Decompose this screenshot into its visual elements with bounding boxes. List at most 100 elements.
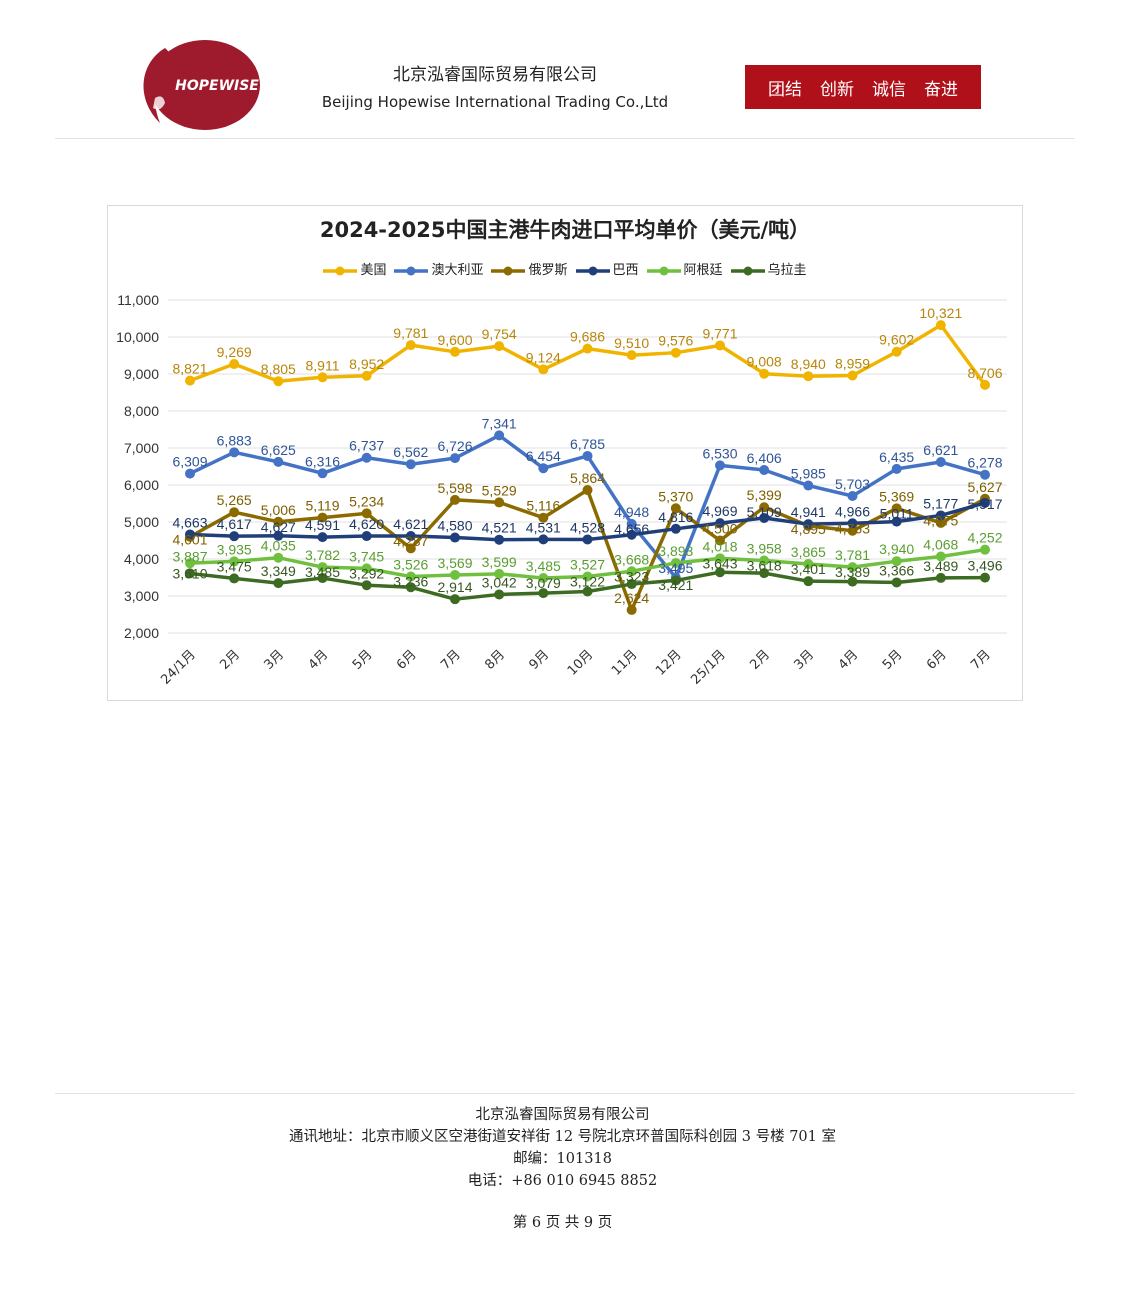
data-point	[626, 579, 637, 590]
data-label: 2,624	[614, 590, 649, 606]
data-point	[582, 571, 593, 582]
data-point	[273, 456, 284, 467]
data-label: 6,278	[967, 455, 1002, 471]
data-label: 10,321	[919, 305, 962, 321]
data-label: 3,893	[658, 543, 693, 559]
data-label: 3,935	[217, 541, 252, 557]
data-point	[538, 588, 549, 599]
data-label: 9,781	[393, 325, 428, 341]
data-label: 6,737	[349, 438, 384, 454]
data-label: 4,941	[791, 504, 826, 520]
y-tick-label: 8,000	[124, 403, 159, 419]
data-label: 4,948	[614, 504, 649, 520]
data-label: 4,621	[393, 516, 428, 532]
x-tick-label: 2月	[217, 647, 243, 673]
data-point	[450, 532, 460, 543]
data-label: 3,782	[305, 547, 340, 563]
y-tick-label: 11,000	[117, 292, 159, 308]
data-label: 3,496	[967, 558, 1002, 574]
legend-item: 美国	[323, 263, 386, 279]
x-tick-label: 4月	[306, 647, 332, 673]
data-label: 5,370	[658, 488, 693, 504]
data-label: 4,528	[570, 519, 605, 535]
data-label: 4,969	[702, 503, 737, 519]
data-point	[626, 350, 637, 361]
data-label: 5,598	[437, 480, 472, 496]
data-point	[229, 507, 240, 518]
footer-postcode: 邮编：101318	[513, 1151, 612, 1167]
y-tick-label: 7,000	[124, 440, 159, 456]
legend-label: 澳大利亚	[431, 263, 484, 278]
data-point	[361, 563, 372, 574]
x-tick-label: 5月	[350, 647, 376, 673]
data-point	[361, 508, 372, 519]
data-point	[494, 430, 505, 441]
data-point	[670, 503, 681, 514]
x-tick-label: 24/1月	[158, 647, 198, 687]
data-point	[450, 494, 460, 505]
data-point	[626, 518, 637, 529]
data-label: 6,562	[393, 444, 428, 460]
data-point	[980, 497, 990, 508]
x-tick-label: 5月	[880, 647, 906, 673]
data-label: 4,975	[923, 512, 958, 528]
data-point	[185, 375, 195, 386]
x-tick-label: 10月	[565, 647, 596, 678]
data-label: 3,527	[570, 557, 605, 573]
slogan-banner: 团结 创新 诚信 奋进	[745, 65, 981, 109]
data-label: 5,234	[349, 493, 384, 509]
data-label: 3,366	[879, 562, 914, 578]
svg-text:HOPEWISE: HOPEWISE	[175, 78, 259, 94]
data-point	[759, 568, 770, 579]
data-point	[361, 531, 372, 542]
data-label: 4,966	[835, 503, 870, 519]
data-point	[450, 569, 460, 580]
data-point	[626, 529, 637, 540]
page-number: 第 6 页 共 9 页	[512, 1215, 613, 1231]
data-point	[670, 575, 681, 586]
data-point	[759, 555, 770, 566]
legend-marker-icon	[491, 266, 526, 276]
data-point	[229, 531, 240, 542]
data-label: 4,601	[172, 531, 207, 547]
data-label: 4,895	[791, 521, 826, 537]
data-point	[185, 468, 195, 479]
data-label: 5,177	[923, 495, 958, 511]
legend-item: 澳大利亚	[394, 263, 483, 279]
data-label: 3,323	[614, 568, 649, 584]
data-point	[273, 376, 284, 387]
data-label: 3,389	[835, 564, 870, 580]
data-point	[891, 503, 902, 514]
data-point	[317, 372, 328, 383]
data-label: 4,620	[349, 516, 384, 532]
data-label: 3,958	[747, 541, 782, 557]
data-point	[494, 534, 505, 545]
data-point	[715, 567, 725, 578]
data-label: 9,008	[747, 354, 782, 370]
data-label: 6,625	[261, 442, 296, 458]
data-point	[185, 558, 195, 569]
data-label: 4,252	[967, 530, 1002, 546]
data-label: 9,771	[702, 325, 737, 341]
data-label: 6,530	[702, 445, 737, 461]
chart-title: 2024-2025中国主港牛肉进口平均单价（美元/吨）	[319, 218, 811, 242]
legend-marker-icon	[323, 266, 358, 276]
data-point	[582, 343, 593, 354]
footer-phone: 电话：+86 010 6945 8852	[467, 1173, 658, 1189]
data-label: 4,656	[614, 521, 649, 537]
chart-legend: 美国 澳大利亚 俄罗斯 巴西 阿根廷 乌拉圭	[107, 263, 1023, 279]
data-point	[847, 576, 858, 587]
footer-company: 北京泓睿国际贸易有限公司	[475, 1107, 650, 1123]
data-label: 3,781	[835, 547, 870, 563]
x-tick-label: 4月	[836, 647, 862, 673]
data-point	[185, 529, 195, 540]
legend-label: 乌拉圭	[767, 263, 807, 278]
data-label: 3,292	[349, 565, 384, 581]
data-point	[494, 589, 505, 600]
data-point	[317, 573, 328, 584]
data-point	[273, 530, 284, 541]
y-tick-label: 10,000	[116, 329, 159, 345]
x-tick-label: 12月	[653, 647, 684, 678]
data-point	[759, 512, 770, 523]
data-label: 3,079	[526, 575, 561, 591]
